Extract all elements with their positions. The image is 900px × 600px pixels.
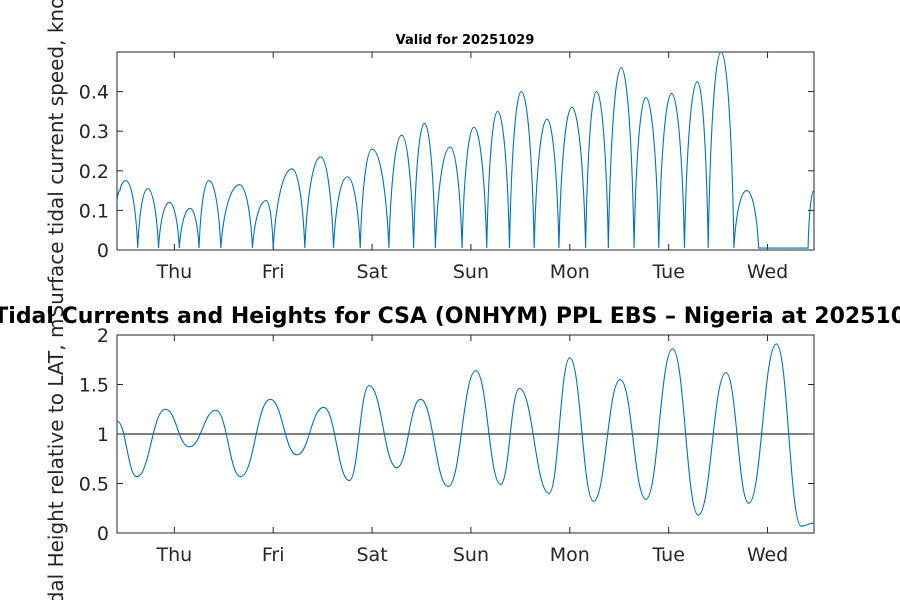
current-speed-title: Valid for 20251029 (396, 33, 535, 48)
current-speed-x-tick-label: Fri (262, 261, 285, 283)
current-speed-x-tick-label: Thu (155, 261, 192, 283)
current-speed-axes (116, 51, 815, 251)
current-speed-x-tick-label: Tue (651, 261, 684, 283)
current-speed-ylabel: Surface tidal current speed, knots (44, 0, 68, 318)
tidal-height-y-tick-label: 1.5 (79, 375, 109, 397)
tidal-height-y-tick-label: 2 (97, 325, 109, 347)
tidal-height-x-tick-label: Thu (155, 544, 192, 566)
current-speed-y-ticks: 0 0.1 0.2 0.3 0.4 (79, 82, 814, 262)
tidal-height-x-tick-label: Wed (747, 544, 788, 566)
tidal-height-title: Tidal Currents and Heights for CSA (ONHY… (0, 304, 900, 329)
tidal-height-x-tick-label: Sun (453, 544, 489, 566)
current-speed-x-tick-label: Sat (356, 261, 387, 283)
current-speed-x-tick-label: Sun (453, 261, 489, 283)
tidal-height-panel: Tidal Currents and Heights for CSA (ONHY… (0, 304, 900, 600)
tidal-height-y-tick-label: 0.5 (79, 474, 109, 496)
tidal-height-series-line (116, 343, 815, 527)
current-speed-y-tick-label: 0.1 (79, 200, 109, 222)
current-speed-y-tick-label: 0.2 (79, 161, 109, 183)
tidal-height-ylabel: Tidal Height relative to LAT, m (44, 319, 68, 600)
tidal-height-y-tick-label: 1 (97, 424, 109, 446)
current-speed-y-tick-label: 0.3 (79, 121, 109, 143)
tidal-height-y-tick-label: 0 (97, 523, 109, 545)
current-speed-x-tick-label: Mon (550, 261, 590, 283)
tidal-height-x-tick-label: Tue (651, 544, 684, 566)
current-speed-x-tick-label: Wed (747, 261, 788, 283)
tidal-height-x-tick-label: Fri (262, 544, 285, 566)
current-speed-panel: Valid for 20251029 Surface tidal current… (44, 0, 815, 318)
tidal-height-y-ticks: 0 0.5 1 1.5 2 (79, 325, 814, 545)
tidal-height-x-tick-label: Mon (550, 544, 590, 566)
current-speed-series-line (116, 51, 815, 249)
tidal-height-x-tick-label: Sat (356, 544, 387, 566)
current-speed-y-tick-label: 0.4 (79, 82, 109, 104)
tidal-height-x-ticks: Thu Fri Sat Sun Mon Tue Wed (155, 335, 788, 566)
current-speed-y-tick-label: 0 (97, 240, 109, 262)
